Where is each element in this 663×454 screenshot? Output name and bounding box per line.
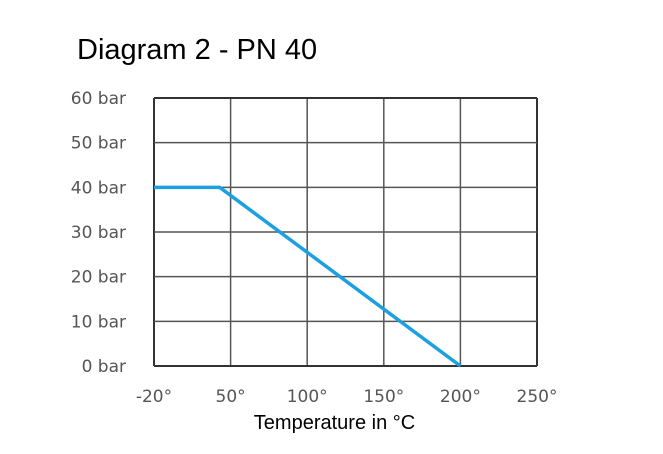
y-tick-label: 60 bar [71, 89, 126, 109]
y-tick-label: 50 bar [71, 134, 126, 154]
y-tick-label: 0 bar [82, 357, 126, 377]
y-tick-label: 40 bar [71, 178, 126, 198]
x-tick-label: 100° [287, 387, 328, 407]
y-tick-label: 10 bar [71, 312, 126, 332]
x-tick-label: -20° [136, 387, 172, 407]
pressure-temperature-line [154, 185, 462, 368]
chart-title: Diagram 2 - PN 40 [77, 34, 318, 66]
y-tick-label: 20 bar [71, 268, 126, 288]
x-tick-label: 150° [363, 387, 404, 407]
x-tick-label: 200° [440, 387, 481, 407]
x-tick-label: 250° [517, 387, 558, 407]
y-tick-label: 30 bar [71, 223, 126, 243]
x-tick-label: 50° [216, 387, 246, 407]
x-axis-label: Temperature in °C [253, 412, 416, 434]
